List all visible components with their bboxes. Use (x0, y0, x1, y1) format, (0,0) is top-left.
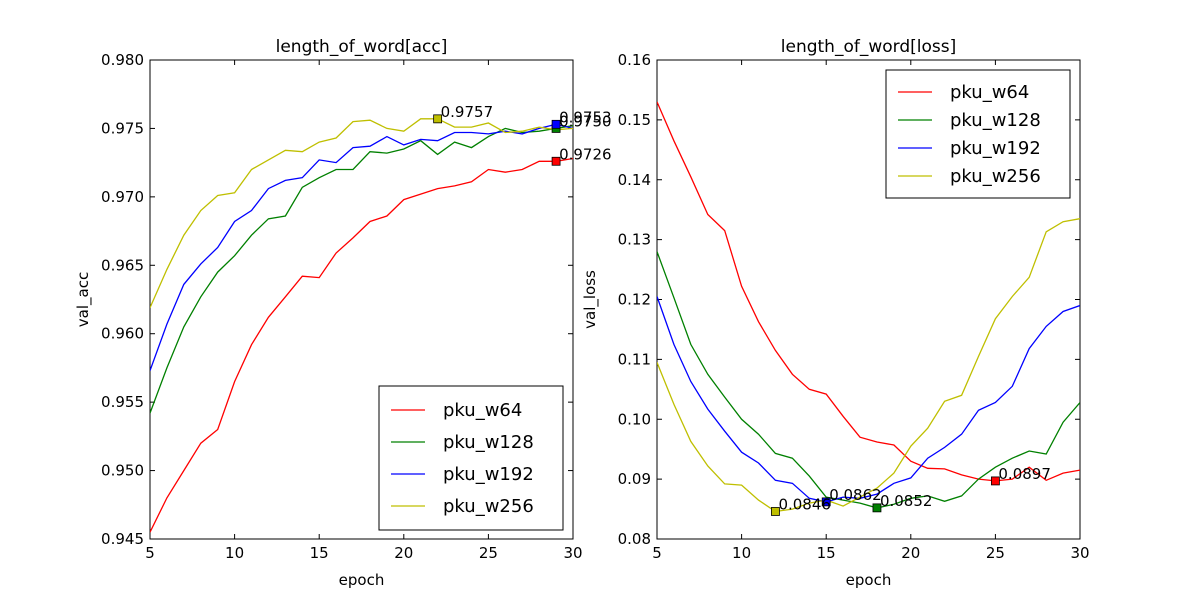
best-point-marker-pku_w128 (872, 503, 882, 513)
y-tick-label: 0.980 (101, 51, 144, 69)
legend-label-pku_w192: pku_w192 (950, 138, 1041, 159)
series-line-pku_w64 (657, 101, 1080, 482)
legend: pku_w64 pku_w128 pku_w192 pku_w256 (378, 385, 564, 531)
x-tick-label: 15 (310, 544, 329, 562)
x-tick-label: 20 (901, 544, 920, 562)
x-tick-label: 5 (652, 544, 662, 562)
best-point-marker-pku_w192 (551, 119, 561, 129)
y-tick-label: 0.970 (101, 188, 144, 206)
y-tick-label: 0.955 (101, 393, 144, 411)
best-point-marker-pku_w64 (551, 156, 561, 166)
chart-title: length_of_word[loss] (781, 37, 956, 57)
best-point-label-pku_w192: 0.0862 (829, 486, 882, 504)
x-tick-label: 25 (479, 544, 498, 562)
y-tick-label: 0.11 (618, 350, 651, 368)
y-tick-label: 0.945 (101, 530, 144, 548)
x-tick-label: 10 (225, 544, 244, 562)
legend-label-pku_w256: pku_w256 (443, 496, 534, 517)
y-tick-label: 0.13 (618, 231, 651, 249)
legend-label-pku_w256: pku_w256 (950, 166, 1041, 187)
series-line-pku_w128 (657, 251, 1080, 509)
legend-label-pku_w64: pku_w64 (443, 400, 522, 421)
y-tick-label: 0.14 (618, 171, 651, 189)
legend-label-pku_w64: pku_w64 (950, 82, 1029, 103)
loss-chart: length_of_word[loss] 5 10 15 20 25 30 0.08 0.09 0… (581, 37, 1090, 589)
x-axis-label: epoch (339, 571, 385, 589)
x-tick-label: 30 (1070, 544, 1089, 562)
series-group (657, 101, 1080, 513)
series-group (150, 118, 573, 533)
x-tick-label: 10 (732, 544, 751, 562)
y-tick-label: 0.15 (618, 111, 651, 129)
y-axis-label: val_loss (581, 270, 600, 329)
legend-label-pku_w128: pku_w128 (950, 110, 1041, 131)
x-axis-label: epoch (846, 571, 892, 589)
y-axis-label: val_acc (74, 272, 93, 327)
y-tick-label: 0.09 (618, 470, 651, 488)
legend: pku_w64 pku_w128 pku_w192 pku_w256 (885, 69, 1071, 199)
y-tick-label: 0.965 (101, 256, 144, 274)
best-point-label-pku_w192: 0.9753 (559, 108, 612, 126)
best-point-label-pku_w256: 0.0846 (778, 495, 831, 513)
legend-label-pku_w192: pku_w192 (443, 464, 534, 485)
x-tick-label: 5 (145, 544, 155, 562)
best-point-marker-pku_w64 (991, 476, 1000, 486)
best-point-marker-pku_w192 (821, 497, 831, 507)
accuracy-chart: length_of_word[acc] 5 10 15 20 25 30 0.945 0.950… (74, 37, 612, 589)
y-tick-label: 0.950 (101, 462, 144, 480)
best-point-marker-pku_w256 (771, 507, 780, 516)
y-tick-label: 0.16 (618, 51, 651, 69)
best-point-label-pku_w64: 0.0897 (998, 465, 1051, 483)
best-point-marker-pku_w256 (433, 114, 443, 124)
legend-label-pku_w128: pku_w128 (443, 432, 534, 453)
series-line-pku_w256 (657, 218, 1080, 513)
best-point-label-pku_w64: 0.9726 (559, 145, 612, 163)
x-tick-label: 25 (986, 544, 1005, 562)
best-point-label-pku_w128: 0.9750 (559, 112, 612, 130)
y-tick-label: 0.975 (101, 119, 144, 137)
series-line-pku_w192 (657, 296, 1080, 503)
x-tick-label: 15 (817, 544, 836, 562)
series-line-pku_w128 (150, 125, 573, 414)
y-tick-label: 0.12 (618, 291, 651, 309)
best-point-label-pku_w128: 0.0852 (880, 492, 933, 510)
best-point-label-pku_w256: 0.9757 (441, 103, 494, 121)
series-line-pku_w256 (150, 118, 573, 308)
legend-box (885, 69, 1071, 199)
y-tick-label: 0.10 (618, 410, 651, 428)
y-tick-label: 0.960 (101, 325, 144, 343)
chart-title: length_of_word[acc] (276, 37, 448, 57)
y-tick-label: 0.08 (618, 530, 651, 548)
x-tick-label: 20 (394, 544, 413, 562)
series-line-pku_w64 (150, 157, 573, 533)
x-tick-label: 30 (563, 544, 582, 562)
